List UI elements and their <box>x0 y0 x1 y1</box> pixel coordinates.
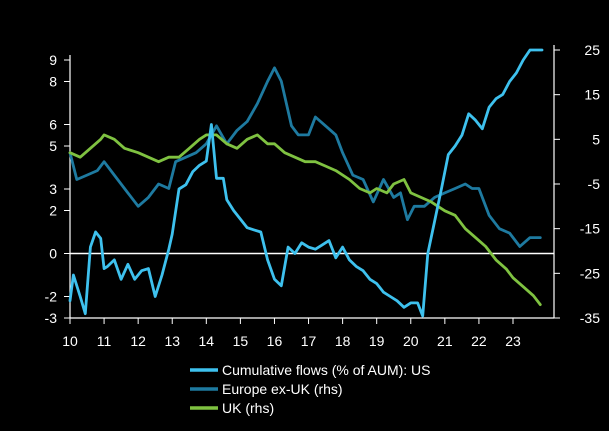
x-tick-label: 16 <box>267 333 283 349</box>
x-tick-label: 18 <box>335 333 351 349</box>
series-layer <box>68 48 544 318</box>
x-tick-label: 14 <box>199 333 215 349</box>
right-y-tick-label: -35 <box>580 310 600 326</box>
legend-label: Cumulative flows (% of AUM): US <box>222 362 431 378</box>
legend: Cumulative flows (% of AUM): US Europe ex… <box>190 362 431 416</box>
x-tick-label: 20 <box>403 333 419 349</box>
left-y-tick-label: 8 <box>49 74 57 90</box>
x-tick-label: 11 <box>97 333 112 349</box>
left-y-tick-label: 3 <box>49 181 57 197</box>
left-y-tick-label: 0 <box>49 246 57 262</box>
x-tick-label: 10 <box>62 333 78 349</box>
x-tick-label: 17 <box>301 333 317 349</box>
uk-line <box>68 133 542 307</box>
left-y-tick-label: 9 <box>49 52 57 68</box>
legend-label: Europe ex-UK (rhs) <box>222 381 343 397</box>
x-tick-label: 22 <box>471 333 487 349</box>
europe-ex-uk-line <box>68 66 542 248</box>
left-y-tick-label: 5 <box>49 138 57 154</box>
right-y-tick-label: 25 <box>584 42 600 58</box>
x-tick-label: 23 <box>505 333 521 349</box>
x-tick-label: 13 <box>164 333 180 349</box>
left-y-tick-label: 2 <box>49 203 57 219</box>
right-y-tick-label: 5 <box>592 131 600 147</box>
left-y-tick-label: 6 <box>49 117 57 133</box>
x-tick-label: 12 <box>130 333 146 349</box>
right-y-tick-label: -15 <box>580 221 600 237</box>
x-tick-label: 15 <box>233 333 249 349</box>
right-y-tick-label: -25 <box>580 265 600 281</box>
x-tick-label: 19 <box>369 333 385 349</box>
right-y-tick-label: 15 <box>584 87 600 103</box>
legend-label: UK (rhs) <box>222 400 274 416</box>
left-y-tick-label: -3 <box>45 310 58 326</box>
right-y-tick-label: -5 <box>588 176 601 192</box>
left-y-tick-label: -2 <box>45 289 58 305</box>
x-tick-label: 21 <box>437 333 453 349</box>
us-flows-line <box>68 48 544 318</box>
